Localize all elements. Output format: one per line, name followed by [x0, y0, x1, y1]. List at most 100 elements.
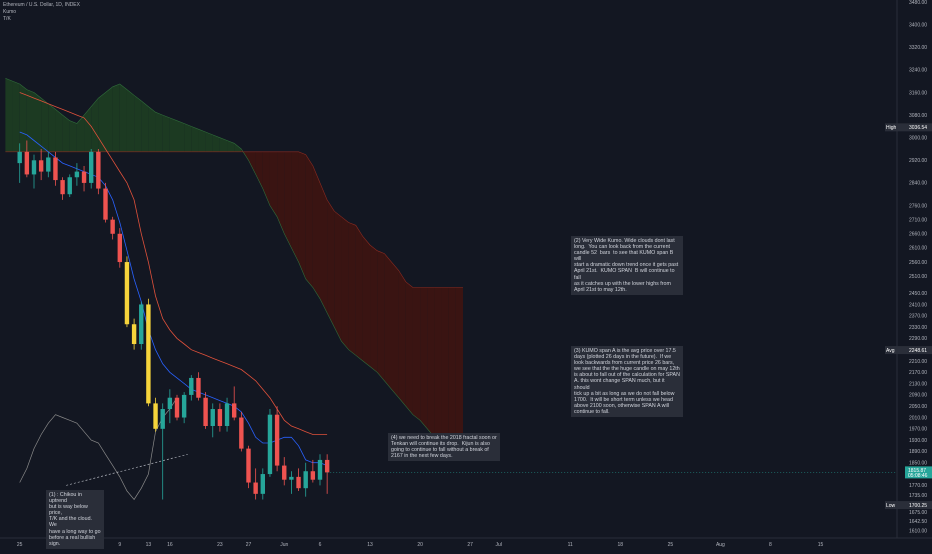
badge-value-close: 1815.87 [908, 468, 926, 474]
x-tick-label: 25 [17, 542, 23, 548]
candle-body[interactable] [224, 403, 230, 426]
y-tick-label: 2170.00 [909, 370, 927, 376]
kumo-bull-segment [19, 83, 27, 152]
kumo-bear-segment [305, 154, 313, 288]
kumo-bear-segment [341, 216, 349, 350]
chikou-line [19, 397, 178, 501]
kumo-bear-segment [355, 225, 363, 361]
candle-body[interactable] [246, 448, 251, 483]
candle-body[interactable] [124, 262, 130, 325]
candle-body[interactable] [17, 151, 22, 164]
candle-body[interactable] [74, 171, 80, 178]
kumo-bull-segment [84, 106, 92, 152]
candle-body[interactable] [131, 324, 137, 345]
candle-body[interactable] [38, 160, 44, 172]
y-tick-label: 3480.00 [909, 0, 927, 6]
badge-tag-avg [885, 346, 897, 355]
candle-body[interactable] [296, 476, 301, 489]
candle-body[interactable] [167, 397, 173, 410]
candle-body[interactable] [174, 397, 180, 418]
candle-body[interactable] [274, 414, 280, 466]
kumo-bear-segment [405, 281, 413, 415]
x-tick-label: 9 [118, 542, 121, 548]
candle-body[interactable] [189, 377, 194, 395]
candle-body[interactable] [310, 471, 316, 480]
annotation-note-4: (4) we need to break the 2018 fractal so… [388, 433, 500, 462]
kumo-bear-segment [269, 151, 278, 217]
kumo-bull-segment [141, 100, 149, 152]
kumo-bear-segment [434, 287, 442, 443]
y-tick-label: 2050.00 [909, 404, 927, 410]
y-tick-label: 1890.00 [909, 449, 927, 455]
kumo-bear-segment [391, 262, 399, 398]
candle-body[interactable] [89, 151, 94, 183]
kumo-bear-segment [255, 151, 263, 189]
candle-body[interactable] [181, 394, 187, 418]
indicator-kumo-label[interactable]: Kumo [3, 9, 17, 15]
kumo-bull-segment [91, 98, 99, 152]
x-tick-label: 25 [668, 542, 674, 548]
candle-body[interactable] [110, 219, 115, 234]
kumo-bear-segment [248, 151, 256, 175]
candle-body[interactable] [267, 414, 273, 475]
candle-body[interactable] [210, 409, 215, 426]
badge-label-high: High [886, 125, 897, 131]
candle-body[interactable] [24, 151, 30, 175]
candle-body[interactable] [232, 403, 237, 418]
candle-body[interactable] [60, 180, 65, 195]
badge-box-low [897, 501, 932, 510]
x-tick-label: 11 [568, 542, 573, 548]
indicator-tk-label[interactable]: T/K [3, 16, 11, 22]
kumo-bull-segment [126, 89, 135, 152]
kumo-bear-segment [320, 182, 328, 313]
badge-label-low: Low [886, 503, 896, 509]
candle-body[interactable] [139, 304, 144, 345]
candle-body[interactable] [31, 160, 37, 175]
candle-body[interactable] [46, 157, 51, 172]
candle-body[interactable] [203, 397, 208, 426]
y-tick-label: 2510.00 [909, 274, 927, 280]
badge-value-high: 3036.54 [909, 125, 927, 131]
candle-body[interactable] [81, 171, 87, 183]
kumo-bull-segment [34, 92, 42, 152]
candle-body[interactable] [303, 471, 308, 489]
kumo-bull-segment [55, 109, 63, 152]
y-tick-label: 3000.00 [909, 135, 927, 141]
candle-body[interactable] [282, 465, 287, 480]
y-tick-label: 2410.00 [909, 302, 927, 308]
kumo-bear-segment [384, 253, 392, 390]
candle-body[interactable] [117, 233, 122, 263]
y-tick-label: 1970.00 [909, 427, 927, 433]
candle-body[interactable] [53, 157, 58, 181]
candle-body[interactable] [239, 417, 244, 449]
kumo-bull-segment [169, 117, 177, 152]
candle-body[interactable] [217, 409, 223, 426]
chikou-trendline [66, 453, 188, 486]
candle-body[interactable] [67, 177, 72, 195]
candle-body[interactable] [146, 304, 151, 404]
candle-body[interactable] [153, 403, 158, 429]
candle-body[interactable] [96, 151, 101, 189]
candle-body[interactable] [160, 409, 165, 429]
candle-body[interactable] [260, 474, 265, 494]
kumo-bear-segment [298, 151, 306, 280]
candle-body[interactable] [317, 459, 323, 480]
candle-body[interactable] [196, 377, 201, 398]
x-tick-label: 18 [618, 542, 624, 548]
kumo-bull-segment [212, 134, 220, 152]
y-tick-label: 2090.00 [909, 393, 927, 399]
kumo-span-a-line [5, 78, 463, 447]
y-tick-label: 3160.00 [909, 90, 927, 96]
x-tick-label: 16 [167, 542, 173, 548]
candle-body[interactable] [289, 476, 294, 480]
y-tick-label: 2010.00 [909, 415, 927, 421]
kumo-bear-segment [362, 236, 371, 367]
candle-body[interactable] [253, 482, 258, 494]
kumo-bull-segment [227, 140, 235, 152]
kumo-bull-segment [234, 143, 242, 152]
candle-body[interactable] [324, 459, 330, 473]
y-tick-label: 2610.00 [909, 246, 927, 252]
candle-body[interactable] [103, 188, 108, 220]
x-tick-label: 27 [246, 542, 252, 548]
